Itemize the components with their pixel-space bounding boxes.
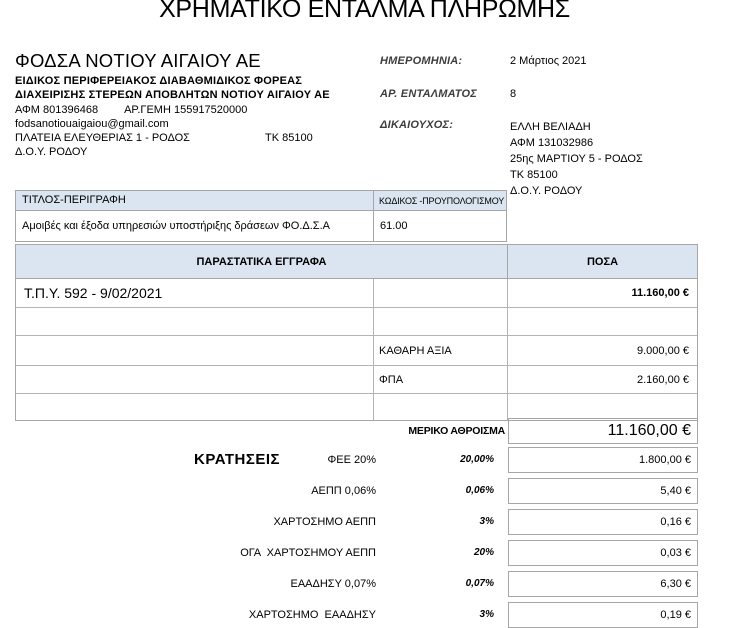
subtotal-label: ΜΕΡΙΚΟ ΑΘΡΟΙΣΜΑ — [408, 425, 505, 437]
documents-table: ΠΑΡΑΣΤΑΤΙΚΑ ΕΓΓΡΑΦΑ ΠΟΣΑ Τ.Π.Υ. 592 - 9/… — [15, 244, 698, 421]
subtotal-amount: 11.160,00 € — [607, 422, 691, 439]
deduction-amount-box: 5,40 € — [508, 478, 698, 504]
title-description-header: ΤΙΤΛΟΣ-ΠΕΡΙΓΡΑΦΗ — [16, 191, 374, 210]
date-label: ΗΜΕΡΟΜΗΝΙΑ: — [380, 55, 463, 67]
deduction-rate: 0,07% — [465, 578, 494, 589]
subtotal-amount-box: 11.160,00 € — [508, 418, 698, 444]
budget-code-value: 61.00 — [380, 220, 408, 232]
documents-header: ΠΑΡΑΣΤΑΤΙΚΑ ΕΓΓΡΑΦΑ — [16, 245, 508, 278]
deduction-amount: 0,19 € — [660, 609, 691, 621]
beneficiary-label: ΔΙΚΑΙΟΥΧΟΣ: — [380, 119, 454, 131]
deductions-title: ΚΡΑΤΗΣΕΙΣ — [194, 451, 280, 468]
amounts-header: ΠΟΣΑ — [586, 255, 619, 268]
order-number-value: 8 — [510, 88, 517, 100]
issuer-address-line: ΠΛΑΤΕΙΑ ΕΛΕΥΘΕΡΙΑΣ 1 - ΡΟΔΟΣ ΤΚ 85100 — [15, 132, 395, 144]
empty-cell — [16, 366, 374, 393]
net-value-row: ΚΑΘΑΡΗ ΑΞΙΑ 9.000,00 € — [16, 336, 697, 366]
deduction-rate: 20,00% — [460, 454, 494, 465]
deduction-rate: 3% — [479, 516, 494, 527]
deduction-amount: 0,03 € — [660, 547, 691, 559]
documents-table-header-row: ΠΑΡΑΣΤΑΤΙΚΑ ΕΓΓΡΑΦΑ ΠΟΣΑ — [16, 245, 697, 279]
issuer-email: fodsanotiouaigaiou@gmail.com — [15, 118, 169, 130]
description-table: ΤΙΤΛΟΣ-ΠΕΡΙΓΡΑΦΗ ΚΩΔΙΚΟΣ -ΠΡΟΥΠΟΛΟΓΙΣΜΟΥ… — [15, 190, 507, 242]
deduction-amount: 0,16 € — [660, 516, 691, 528]
issuer-afm: ΑΦΜ 801396468 — [15, 104, 99, 116]
deduction-amount-box: 0,19 € — [508, 602, 698, 628]
issuer-subtitle-line2: ΔΙΑΧΕΙΡΙΣΗΣ ΣΤΕΡΕΩΝ ΑΠΟΒΛΗΤΩΝ ΝΟΤΙΟΥ ΑΙΓ… — [15, 89, 330, 101]
empty-cell — [16, 308, 374, 335]
invoice-amount: 11.160,00 € — [631, 287, 689, 299]
deduction-name: ΑΕΠΠ 0,06% — [311, 485, 376, 497]
expense-description: Αμοιβές και έξοδα υπηρεσιών υποστήριξης … — [16, 211, 374, 241]
beneficiary-afm: ΑΦΜ 131032986 — [510, 137, 594, 149]
deduction-amount-box: 0,16 € — [508, 509, 698, 535]
beneficiary-details: ΕΛΛΗ ΒΕΛΙΑΔΗ ΑΦΜ 131032986 25ης ΜΑΡΤΙΟΥ … — [510, 119, 643, 199]
empty-cell — [374, 308, 508, 335]
description-table-header-row: ΤΙΤΛΟΣ-ΠΕΡΙΓΡΑΦΗ ΚΩΔΙΚΟΣ -ΠΡΟΥΠΟΛΟΓΙΣΜΟΥ — [16, 191, 506, 211]
issuer-subtitle-line1: ΕΙΔΙΚΟΣ ΠΕΡΙΦΕΡΕΙΑΚΟΣ ΔΙΑΒΑΘΜΙΔΙΚΟΣ ΦΟΡΕ… — [15, 75, 303, 87]
deduction-amount: 5,40 € — [660, 485, 691, 497]
beneficiary-name: ΕΛΛΗ ΒΕΛΙΑΔΗ — [510, 121, 591, 133]
issuer-street: ΠΛΑΤΕΙΑ ΕΛΕΥΘΕΡΙΑΣ 1 - ΡΟΔΟΣ — [15, 132, 190, 144]
document-title: ΧΡΗΜΑΤΙΚΟ ΕΝΤΑΛΜΑ ΠΛΗΡΩΜΗΣ — [159, 0, 570, 23]
budget-code-header: ΚΩΔΙΚΟΣ -ΠΡΟΥΠΟΛΟΓΙΣΜΟΥ — [379, 196, 505, 206]
description-table-data-row: Αμοιβές και έξοδα υπηρεσιών υποστήριξης … — [16, 211, 506, 241]
empty-cell — [16, 394, 374, 420]
deduction-name: ΧΑΡΤΟΣΗΜΟ ΕΑΑΔΗΣΥ — [248, 609, 376, 621]
empty-cell — [16, 336, 374, 365]
deduction-name: ΕΑΑΔΗΣΥ 0,07% — [290, 578, 377, 590]
deduction-name: ΦΕΕ 20% — [327, 454, 376, 466]
issuer-gemi: ΑΡ.ΓΕΜΗ 155917520000 — [124, 104, 248, 116]
deduction-amount: 1.800,00 € — [639, 454, 691, 466]
date-value: 2 Μάρτιος 2021 — [510, 55, 587, 67]
invoice-row-spacer — [374, 279, 508, 307]
beneficiary-street: 25ης ΜΑΡΤΙΟΥ 5 - ΡΟΔΟΣ — [510, 153, 643, 165]
deduction-rate: 3% — [479, 609, 494, 620]
vat-amount: 2.160,00 € — [637, 373, 689, 386]
invoice-reference: Τ.Π.Υ. 592 - 9/02/2021 — [16, 279, 374, 307]
net-value-amount: 9.000,00 € — [637, 344, 689, 357]
issuer-tax-office: Δ.Ο.Υ. ΡΟΔΟΥ — [15, 146, 88, 158]
deduction-name: ΟΓΑ ΧΑΡΤΟΣΗΜΟΥ ΑΕΠΠ — [240, 547, 376, 559]
beneficiary-postal-code: ΤΚ 85100 — [510, 169, 558, 181]
deduction-amount-box: 6,30 € — [508, 571, 698, 597]
deduction-rate: 0,06% — [465, 485, 494, 496]
deduction-name: ΧΑΡΤΟΣΗΜΟ ΑΕΠΠ — [273, 516, 376, 528]
net-value-label: ΚΑΘΑΡΗ ΑΞΙΑ — [374, 336, 508, 365]
empty-cell — [508, 394, 697, 420]
deduction-amount-box: 1.800,00 € — [508, 447, 698, 473]
beneficiary-tax-office: Δ.Ο.Υ. ΡΟΔΟΥ — [510, 185, 583, 197]
issuer-tax-ids: ΑΦΜ 801396468 ΑΡ.ΓΕΜΗ 155917520000 — [15, 104, 247, 116]
deduction-rate: 20% — [473, 547, 494, 558]
order-number-label: ΑΡ. ΕΝΤΑΛΜΑΤΟΣ — [380, 88, 477, 100]
issuer-name: ΦΟΔΣΑ ΝΟΤΙΟΥ ΑΙΓΑΙΟΥ ΑΕ — [15, 50, 261, 71]
vat-label: ΦΠΑ — [374, 366, 508, 393]
empty-cell — [374, 394, 508, 420]
deduction-amount-box: 0,03 € — [508, 540, 698, 566]
issuer-postal-code: ΤΚ 85100 — [265, 132, 313, 144]
empty-cell — [508, 308, 697, 335]
vat-row: ΦΠΑ 2.160,00 € — [16, 366, 697, 394]
deduction-amount: 6,30 € — [660, 578, 691, 590]
invoice-row: Τ.Π.Υ. 592 - 9/02/2021 11.160,00 € — [16, 279, 697, 308]
empty-row — [16, 308, 697, 336]
empty-row — [16, 394, 697, 420]
